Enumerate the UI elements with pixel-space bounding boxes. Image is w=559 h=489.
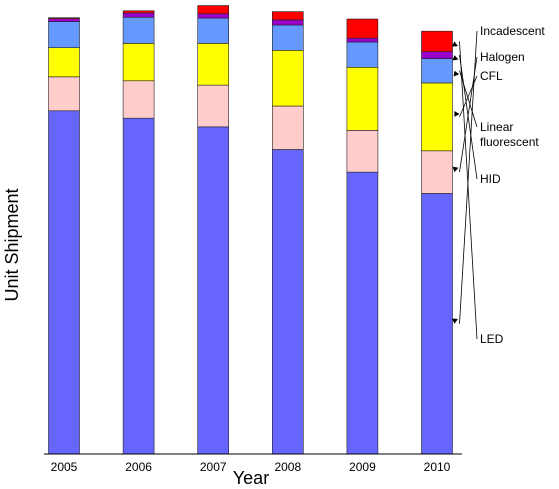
bar-segment-hid-2009	[346, 37, 379, 43]
bar-segment-hid-2005	[48, 18, 80, 22]
bar-segment-incadescent-2010	[421, 193, 453, 455]
legend-arrowhead	[452, 166, 459, 173]
bar-segment-cfl-2010	[421, 82, 453, 152]
x-tick-labels: 2005 2006 2007 2008 2009 2010	[51, 460, 451, 474]
legend-arrow-line	[459, 70, 478, 128]
legend-arrow-line	[459, 55, 478, 180]
bar-segment-cfl-2009	[346, 66, 379, 131]
x-tick-label: 2009	[349, 460, 376, 474]
legend-arrow-line	[459, 41, 478, 340]
bar-segment-hid-2006	[122, 12, 155, 18]
bar-segment-hid-2008	[271, 19, 304, 26]
bars-layer	[44, 5, 462, 455]
bar-segment-cfl-2007	[197, 43, 229, 86]
bar-segment-hid-2007	[197, 13, 229, 19]
legend-label-led: LED	[480, 332, 504, 346]
legend-label-incadescent: Incadescent	[480, 24, 545, 38]
x-tick-label: 2008	[274, 460, 301, 474]
x-tick-label: 2006	[125, 460, 152, 474]
bar-segment-halogen-2005	[48, 76, 80, 112]
legend-label-halogen: Halogen	[480, 50, 525, 64]
legend-label-cfl: CFL	[480, 69, 503, 83]
bar-segment-hid-2010	[421, 51, 453, 59]
bar-segment-led-2010	[421, 30, 453, 52]
legend-arrow-line	[459, 75, 478, 118]
x-tick-label: 2005	[51, 460, 78, 474]
bar-segment-led-2009	[346, 18, 379, 39]
legend-arrow-line	[459, 30, 478, 324]
legend-annotations: Incadescent Halogen CFL Linear fluorescent HI…	[451, 24, 545, 346]
legend-arrowhead	[453, 70, 460, 77]
bar-segment-led-2005	[48, 17, 80, 19]
legend-arrowhead	[451, 41, 458, 47]
bar-segment-linear-fluorescent-2009	[346, 41, 379, 68]
legend-label-linear-fluorescent: Linear fluorescent	[480, 120, 539, 149]
bar-segment-cfl-2006	[122, 43, 155, 82]
bar-segment-cfl-2005	[48, 47, 80, 78]
bar-segment-led-2008	[271, 11, 304, 21]
bar-segment-incadescent-2009	[346, 171, 379, 455]
x-axis-label: Year	[233, 468, 269, 488]
bar-segment-incadescent-2007	[197, 126, 229, 455]
legend-arrowhead	[454, 111, 460, 117]
bar-segment-linear-fluorescent-2008	[271, 24, 304, 51]
legend-arrowhead	[452, 55, 459, 61]
bar-segment-linear-fluorescent-2007	[197, 17, 229, 44]
bar-segment-halogen-2009	[346, 130, 379, 173]
bar-segment-led-2006	[122, 10, 155, 14]
bar-segment-linear-fluorescent-2010	[421, 58, 453, 84]
legend-label-hid: HID	[480, 172, 501, 186]
bar-segment-incadescent-2006	[122, 117, 155, 455]
x-tick-label: 2010	[424, 460, 451, 474]
bar-segment-halogen-2010	[421, 150, 453, 194]
bar-segment-linear-fluorescent-2005	[48, 21, 80, 49]
legend-arrowhead	[451, 318, 458, 324]
x-tick-label: 2007	[200, 460, 227, 474]
y-axis-label: Unit Shipment	[2, 188, 22, 301]
bar-segment-halogen-2006	[122, 80, 155, 119]
bar-segment-cfl-2008	[271, 50, 304, 107]
bar-segment-led-2007	[197, 5, 229, 15]
bar-segment-incadescent-2005	[48, 110, 80, 455]
bar-segment-linear-fluorescent-2006	[122, 16, 155, 44]
bar-segment-incadescent-2008	[271, 149, 304, 455]
bar-segment-halogen-2008	[271, 105, 304, 150]
bar-segment-halogen-2007	[197, 84, 229, 128]
